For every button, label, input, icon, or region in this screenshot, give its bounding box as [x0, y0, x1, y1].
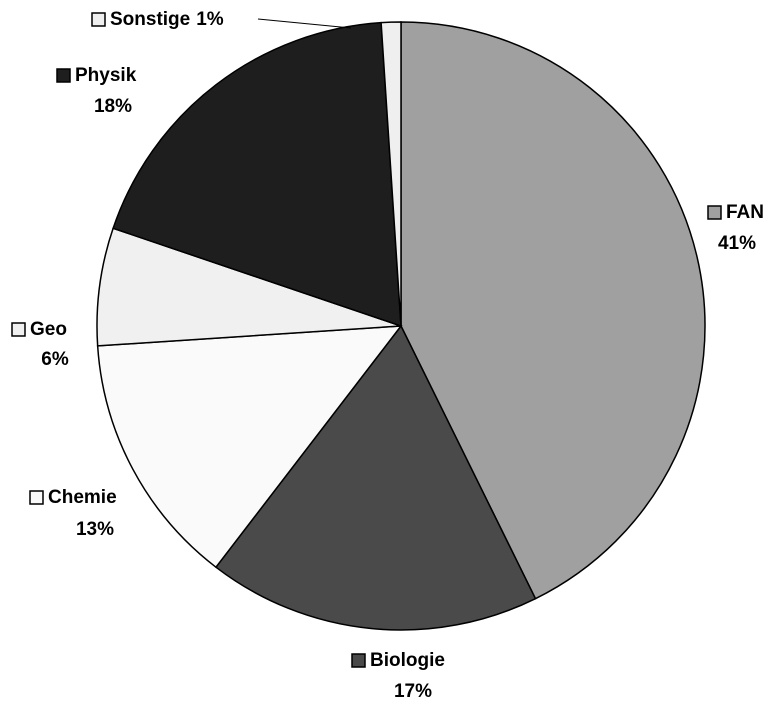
category-label: Chemie	[48, 487, 117, 508]
pie-slice	[400, 21, 706, 600]
value-label: 1%	[196, 9, 224, 30]
leader-line	[257, 18, 352, 29]
pie-slice	[96, 227, 402, 347]
slice-label: Sonstige 1%	[110, 9, 224, 30]
pie-slice	[214, 324, 537, 631]
category-label: Geo	[30, 319, 67, 340]
category-label: FAN	[726, 202, 764, 223]
legend-key	[351, 653, 366, 668]
value-label: 41%	[718, 233, 756, 254]
value-label: 18%	[94, 96, 132, 117]
legend-key	[29, 490, 44, 505]
value-label: 6%	[41, 349, 69, 370]
category-label: Biologie	[370, 650, 445, 671]
pie-slice	[96, 325, 403, 569]
category-label: Physik	[75, 65, 137, 86]
value-label: 13%	[76, 519, 114, 540]
pie-slice	[380, 21, 402, 327]
value-label: 17%	[394, 681, 432, 702]
legend-key	[11, 322, 26, 337]
category-label: Sonstige	[110, 9, 190, 30]
legend-key	[56, 68, 71, 83]
legend-key	[91, 12, 106, 27]
pie-slice	[112, 21, 402, 328]
legend-key	[707, 205, 722, 220]
